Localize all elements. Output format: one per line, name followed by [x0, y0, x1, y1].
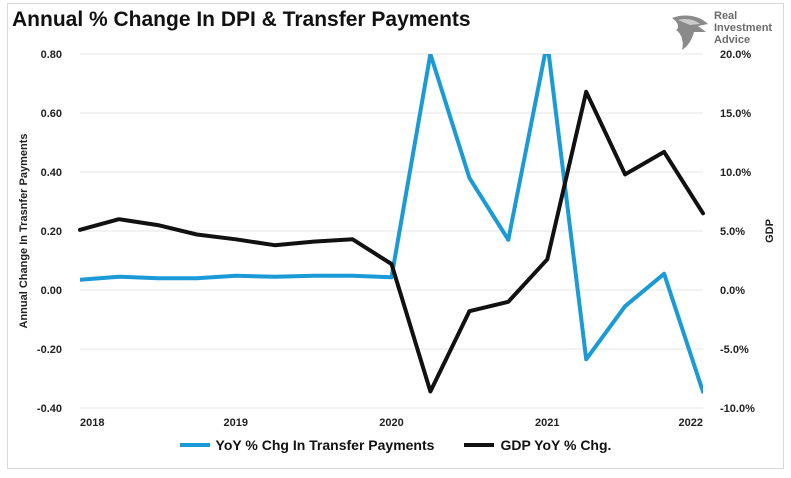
- chart-title: Annual % Change In DPI & Transfer Paymen…: [12, 8, 471, 31]
- x-tick-label: 2020: [379, 417, 403, 429]
- right-tick-label: -10.0%: [720, 403, 755, 415]
- left-axis-title: Annual Change In Trasnfer Payments: [18, 134, 30, 329]
- series-line-transfer-payments: [80, 54, 703, 394]
- logo-line-2: Investment: [714, 22, 773, 34]
- left-tick-label: 0.60: [41, 108, 62, 120]
- left-tick-label: -0.40: [37, 403, 62, 415]
- left-tick-label: 0.40: [41, 167, 62, 179]
- x-tick-label: 2021: [535, 417, 559, 429]
- right-tick-label: -5.0%: [720, 344, 749, 356]
- logo-line-1: Real: [714, 10, 738, 22]
- right-tick-label: 10.0%: [720, 167, 751, 179]
- chart-frame: [7, 3, 784, 469]
- legend-label-transfer: YoY % Chg In Transfer Payments: [215, 437, 435, 453]
- brand-logo: Real Investment Advice: [668, 10, 788, 54]
- left-tick-label: -0.20: [37, 344, 62, 356]
- legend-swatch-transfer: [179, 443, 210, 447]
- x-tick-label: 2018: [80, 417, 104, 429]
- chart-legend: YoY % Chg In Transfer Payments GDP YoY %…: [0, 437, 791, 453]
- left-tick-label: 0.00: [41, 285, 62, 297]
- x-tick-label: 2022: [679, 417, 703, 429]
- legend-item-transfer: YoY % Chg In Transfer Payments: [179, 437, 435, 453]
- right-tick-label: 5.0%: [720, 226, 745, 238]
- series-line-gdp: [78, 89, 705, 394]
- x-tick-label: 2019: [224, 417, 248, 429]
- legend-item-gdp: GDP YoY % Chg.: [464, 437, 611, 453]
- logo-line-3: Advice: [714, 34, 751, 46]
- legend-label-gdp: GDP YoY % Chg.: [500, 437, 612, 453]
- right-tick-label: 0.0%: [720, 285, 745, 297]
- right-tick-label: 15.0%: [720, 108, 751, 120]
- eagle-head-icon: [672, 15, 708, 50]
- right-axis-title: GDP: [764, 219, 776, 243]
- legend-swatch-gdp: [464, 443, 495, 447]
- right-tick-label: 20.0%: [720, 49, 751, 61]
- left-tick-label: 0.80: [41, 49, 62, 61]
- left-tick-label: 0.20: [41, 226, 62, 238]
